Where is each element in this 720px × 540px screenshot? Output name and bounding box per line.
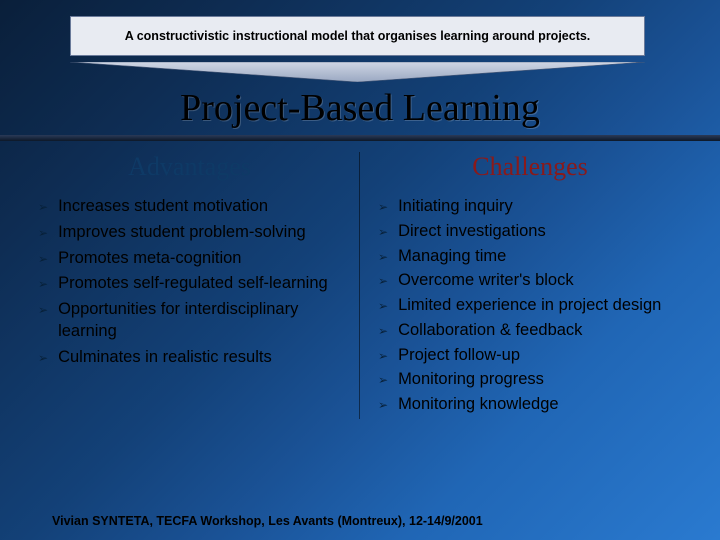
list-item: ➢ Overcome writer's block (378, 270, 688, 292)
list-item: ➢ Project follow-up (378, 345, 688, 367)
advantages-header: Advantages (32, 152, 347, 182)
bullet-icon: ➢ (38, 303, 48, 319)
arrow-down-icon (70, 62, 645, 82)
bullet-icon: ➢ (378, 398, 388, 414)
list-item-text: Project follow-up (398, 345, 688, 367)
bullet-icon: ➢ (378, 373, 388, 389)
bullet-icon: ➢ (378, 324, 388, 340)
advantages-column: Advantages ➢ Increases student motivation… (20, 152, 360, 419)
footer-text: Vivian SYNTETA, TECFA Workshop, Les Avan… (52, 514, 483, 528)
list-item: ➢ Managing time (378, 246, 688, 268)
list-item-text: Culminates in realistic results (58, 347, 347, 369)
list-item-text: Improves student problem-solving (58, 222, 347, 244)
bullet-icon: ➢ (378, 349, 388, 365)
challenges-header: Challenges (372, 152, 688, 182)
title-underline (0, 135, 720, 141)
bullet-icon: ➢ (378, 225, 388, 241)
page-title: Project-Based Learning (0, 86, 720, 130)
list-item: ➢ Improves student problem-solving (38, 222, 347, 244)
list-item-text: Limited experience in project design (398, 295, 688, 317)
challenges-list: ➢ Initiating inquiry ➢ Direct investigation… (372, 196, 688, 416)
bullet-icon: ➢ (38, 252, 48, 268)
bullet-icon: ➢ (38, 277, 48, 293)
list-item: ➢ Opportunities for interdisciplinary lea… (38, 299, 347, 343)
bullet-icon: ➢ (38, 200, 48, 216)
bullet-icon: ➢ (38, 226, 48, 242)
list-item-text: Managing time (398, 246, 688, 268)
list-item: ➢ Increases student motivation (38, 196, 347, 218)
list-item-text: Opportunities for interdisciplinary lear… (58, 299, 347, 343)
list-item: ➢ Collaboration & feedback (378, 320, 688, 342)
bullet-icon: ➢ (378, 200, 388, 216)
bullet-icon: ➢ (38, 351, 48, 367)
list-item: ➢ Monitoring knowledge (378, 394, 688, 416)
challenges-column: Challenges ➢ Initiating inquiry ➢ Direct in… (360, 152, 700, 419)
definition-text: A constructivistic instructional model t… (125, 29, 591, 43)
list-item-text: Overcome writer's block (398, 270, 688, 292)
list-item-text: Promotes meta-cognition (58, 248, 347, 270)
bullet-icon: ➢ (378, 274, 388, 290)
advantages-list: ➢ Increases student motivation ➢ Improves s… (32, 196, 347, 368)
list-item-text: Increases student motivation (58, 196, 347, 218)
list-item: ➢ Monitoring progress (378, 369, 688, 391)
list-item-text: Collaboration & feedback (398, 320, 688, 342)
list-item-text: Initiating inquiry (398, 196, 688, 218)
bullet-icon: ➢ (378, 299, 388, 315)
bullet-icon: ➢ (378, 250, 388, 266)
list-item-text: Monitoring progress (398, 369, 688, 391)
list-item: ➢ Limited experience in project design (378, 295, 688, 317)
list-item: ➢ Direct investigations (378, 221, 688, 243)
list-item-text: Monitoring knowledge (398, 394, 688, 416)
columns-container: Advantages ➢ Increases student motivation… (20, 152, 700, 419)
list-item-text: Promotes self-regulated self-learning (58, 273, 347, 295)
list-item-text: Direct investigations (398, 221, 688, 243)
definition-block: A constructivistic instructional model t… (70, 16, 645, 56)
list-item: ➢ Promotes self-regulated self-learning (38, 273, 347, 295)
list-item: ➢ Promotes meta-cognition (38, 248, 347, 270)
list-item: ➢ Initiating inquiry (378, 196, 688, 218)
list-item: ➢ Culminates in realistic results (38, 347, 347, 369)
